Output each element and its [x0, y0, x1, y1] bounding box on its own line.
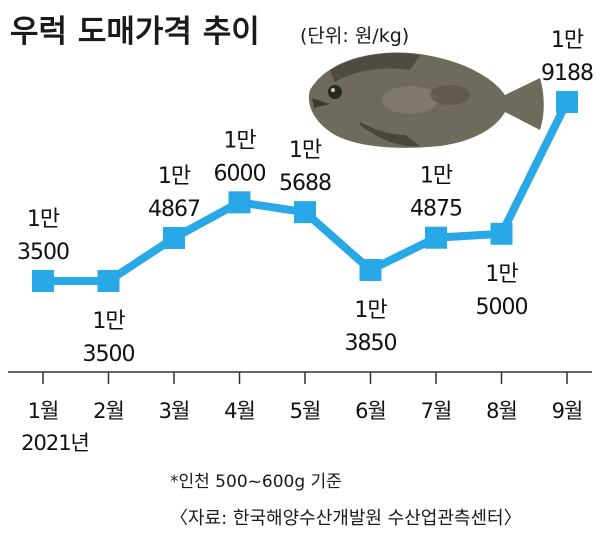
- data-label: 4867: [148, 197, 200, 222]
- data-label: 1만: [223, 128, 256, 153]
- data-label: 1만: [354, 298, 387, 323]
- markers: [32, 91, 578, 292]
- data-point-marker: [228, 191, 251, 214]
- value-labels: 1만 3500 1만 3500 1만 4867 1만 6000 1만 5688 1만 3850 1만 48…: [17, 28, 594, 367]
- data-point-marker: [359, 258, 382, 281]
- x-tick-label: 3월: [159, 399, 190, 423]
- data-point-marker: [294, 201, 316, 224]
- data-label: 4875: [410, 197, 462, 222]
- data-label: 1만: [27, 207, 60, 232]
- data-point-marker: [556, 91, 578, 113]
- data-point-marker: [97, 270, 120, 292]
- x-tick-label: 6월: [355, 399, 386, 423]
- data-label: 3500: [83, 342, 135, 367]
- rockfish-illustration: [308, 52, 544, 148]
- x-tick-label: 7월: [421, 399, 452, 423]
- chart-title: 우럭 도매가격 추이: [10, 14, 260, 50]
- unit-label: (단위: 원/kg): [300, 25, 409, 47]
- data-label: 3500: [17, 240, 69, 265]
- source-credit: 〈자료: 한국해양수산개발원 수산업관측센터〉: [170, 508, 522, 529]
- x-tick-label: 5월: [290, 399, 321, 423]
- data-label: 1만: [551, 28, 584, 53]
- data-label: 6000: [214, 161, 266, 186]
- x-tick-label: 9월: [552, 399, 583, 423]
- x-tick-label: 2월: [93, 399, 124, 423]
- data-label: 1만: [485, 262, 518, 287]
- data-label: 1만: [92, 309, 125, 334]
- x-tick-label: 8월: [486, 399, 517, 423]
- x-ticks: 1월 2월 3월 4월 5월 6월 7월 8월 9월: [28, 372, 583, 423]
- x-tick-label: 1월: [28, 399, 59, 423]
- data-label: 3850: [345, 331, 397, 356]
- data-point-marker: [490, 222, 513, 245]
- data-label: 1만: [420, 164, 453, 189]
- data-point-marker: [425, 226, 447, 249]
- data-label: 1만: [289, 138, 322, 163]
- data-label: 9188: [541, 61, 593, 86]
- data-label: 1만: [158, 164, 191, 189]
- year-label: 2021년: [21, 431, 89, 455]
- x-tick-label: 4월: [224, 399, 255, 423]
- data-label: 5000: [476, 295, 528, 320]
- data-label: 5688: [279, 171, 331, 196]
- footnote: *인천 500~600g 기준: [170, 472, 342, 492]
- data-point-marker: [163, 226, 185, 249]
- data-point-marker: [32, 270, 54, 292]
